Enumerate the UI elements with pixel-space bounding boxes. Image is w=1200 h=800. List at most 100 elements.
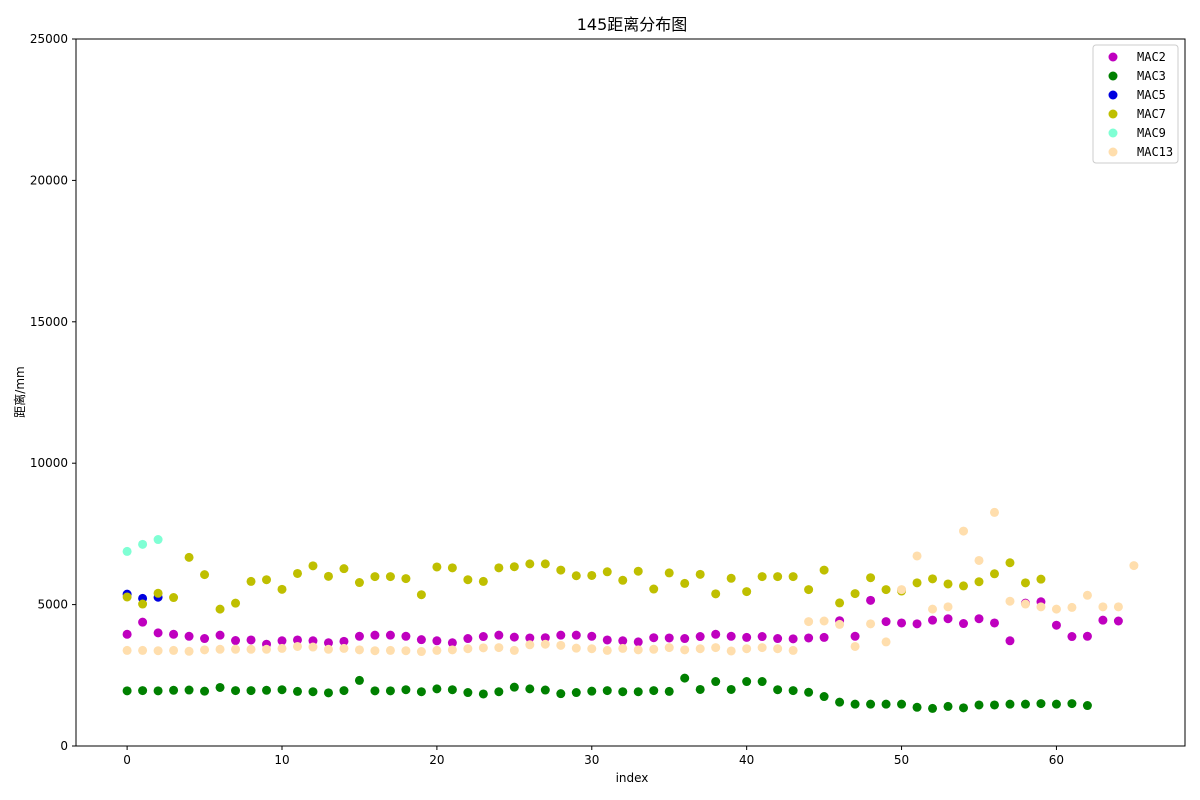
legend-marker-mac13 [1108,147,1118,157]
data-point [943,579,953,589]
data-point [928,615,938,625]
data-point [943,614,953,624]
data-point [416,590,426,600]
data-point [138,645,148,655]
y-axis-label: 距离/mm [12,366,27,417]
data-point [757,572,767,582]
legend-label-mac13: MAC13 [1137,145,1173,159]
data-point [974,577,984,587]
data-point [231,598,241,608]
data-point [959,581,969,591]
data-point [788,645,798,655]
data-point [354,675,364,685]
data-point [881,699,891,709]
data-point [246,686,256,696]
data-point [664,633,674,643]
data-point [200,645,210,655]
data-point [835,697,845,707]
y-tick-label: 15000 [30,315,68,329]
chart-title: 145距离分布图 [577,15,688,34]
legend-label-mac2: MAC2 [1137,50,1166,64]
data-point [633,645,643,655]
data-point [959,526,969,536]
data-point [726,573,736,583]
data-point [1005,699,1015,709]
data-point [525,633,535,643]
data-point [153,646,163,656]
data-point [1113,602,1123,612]
data-point [850,631,860,641]
data-point [1020,578,1030,588]
data-point [757,643,767,653]
data-point [850,589,860,599]
data-point [866,619,876,629]
legend-marker-mac7 [1108,109,1118,119]
y-tick-label: 20000 [30,173,68,187]
data-point [385,630,395,640]
data-point [881,637,891,647]
data-point [556,630,566,640]
data-point [540,685,550,695]
data-point [1129,561,1139,571]
x-tick-label: 20 [429,753,444,767]
data-point [447,563,457,573]
data-point [943,602,953,612]
data-point [757,677,767,687]
data-point [370,686,380,696]
data-point [602,686,612,696]
data-point [401,685,411,695]
y-tick-label: 25000 [30,32,68,46]
data-point [509,632,519,642]
data-point [416,647,426,657]
data-point [525,559,535,569]
data-point [138,539,148,549]
series-mac3 [122,673,1092,713]
data-point [649,686,659,696]
data-point [989,507,999,517]
data-point [695,632,705,642]
data-point [742,677,752,687]
data-point [401,646,411,656]
legend-marker-mac9 [1108,128,1118,138]
data-point [478,576,488,586]
data-point [633,637,643,647]
data-point [633,687,643,697]
data-point [339,636,349,646]
data-point [277,584,287,594]
x-axis-label: index [616,771,649,785]
data-point [432,645,442,655]
data-point [494,563,504,573]
x-tick-label: 40 [739,753,754,767]
data-point [680,645,690,655]
data-point [1005,636,1015,646]
data-point [1020,599,1030,609]
data-point [169,629,179,639]
data-point [850,699,860,709]
data-point [866,595,876,605]
data-point [262,685,272,695]
data-point [881,585,891,595]
data-point [726,684,736,694]
data-point [215,630,225,640]
data-point [556,640,566,650]
data-points [122,507,1139,713]
x-tick-label: 50 [894,753,909,767]
data-point [912,702,922,712]
data-point [1098,615,1108,625]
data-point [773,572,783,582]
y-tick-label: 5000 [37,598,68,612]
data-point [1036,574,1046,584]
data-point [292,568,302,578]
data-point [292,635,302,645]
data-point [323,571,333,581]
data-point [757,632,767,642]
data-point [401,574,411,584]
data-point [323,644,333,654]
data-point [1020,699,1030,709]
data-point [649,584,659,594]
data-point [556,565,566,575]
data-point [463,634,473,644]
series-mac9 [122,535,163,556]
data-point [989,700,999,710]
